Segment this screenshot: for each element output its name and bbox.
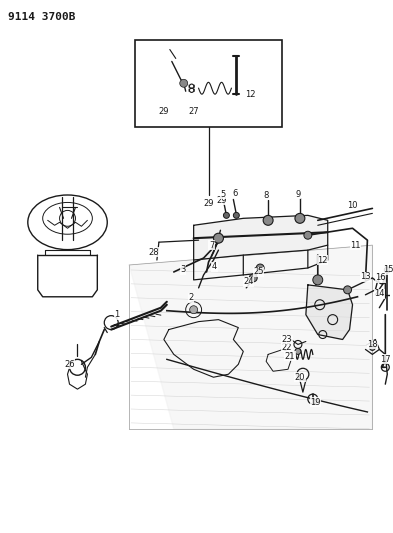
Text: 23: 23 (282, 335, 292, 344)
Text: 29: 29 (217, 196, 227, 205)
Text: 18: 18 (367, 340, 378, 349)
Circle shape (384, 267, 390, 273)
Circle shape (263, 215, 273, 225)
Polygon shape (306, 285, 353, 340)
Text: 17: 17 (380, 355, 391, 364)
Circle shape (295, 213, 305, 223)
Text: 25: 25 (253, 268, 263, 277)
Text: 13: 13 (360, 272, 371, 281)
Polygon shape (129, 245, 373, 429)
Text: 15: 15 (383, 265, 393, 274)
Text: 24: 24 (243, 277, 253, 286)
Text: 21: 21 (285, 352, 295, 361)
Text: 20: 20 (295, 373, 305, 382)
Text: 10: 10 (347, 201, 358, 210)
Circle shape (213, 233, 224, 243)
Text: 9: 9 (295, 190, 301, 199)
Text: 12: 12 (318, 255, 328, 264)
Text: 29: 29 (203, 199, 214, 208)
Circle shape (233, 212, 239, 219)
Circle shape (313, 275, 323, 285)
Polygon shape (194, 215, 328, 260)
Text: 19: 19 (310, 398, 321, 407)
Circle shape (180, 79, 188, 87)
Circle shape (249, 274, 257, 282)
Circle shape (343, 286, 352, 294)
Text: 1: 1 (114, 310, 120, 319)
Circle shape (369, 344, 375, 350)
Text: 28: 28 (149, 248, 159, 256)
Text: 12: 12 (245, 90, 255, 99)
Bar (135, 39, 282, 127)
Text: 4: 4 (212, 262, 217, 271)
Circle shape (190, 306, 198, 313)
Text: 9114 3700B: 9114 3700B (8, 12, 75, 22)
Text: 16: 16 (375, 273, 386, 282)
Circle shape (256, 264, 264, 272)
Text: 11: 11 (350, 240, 361, 249)
Text: 3: 3 (180, 265, 185, 274)
Text: 5: 5 (221, 190, 226, 199)
Text: 26: 26 (64, 360, 75, 369)
Text: 7: 7 (209, 240, 214, 249)
Text: 22: 22 (282, 343, 292, 352)
Text: 29: 29 (159, 107, 169, 116)
Text: 27: 27 (188, 107, 199, 116)
Circle shape (304, 231, 312, 239)
Circle shape (295, 349, 301, 354)
Text: 6: 6 (233, 189, 238, 198)
Text: 2: 2 (188, 293, 193, 302)
Text: 14: 14 (374, 289, 385, 298)
Text: 8: 8 (263, 191, 269, 200)
Circle shape (224, 212, 230, 219)
